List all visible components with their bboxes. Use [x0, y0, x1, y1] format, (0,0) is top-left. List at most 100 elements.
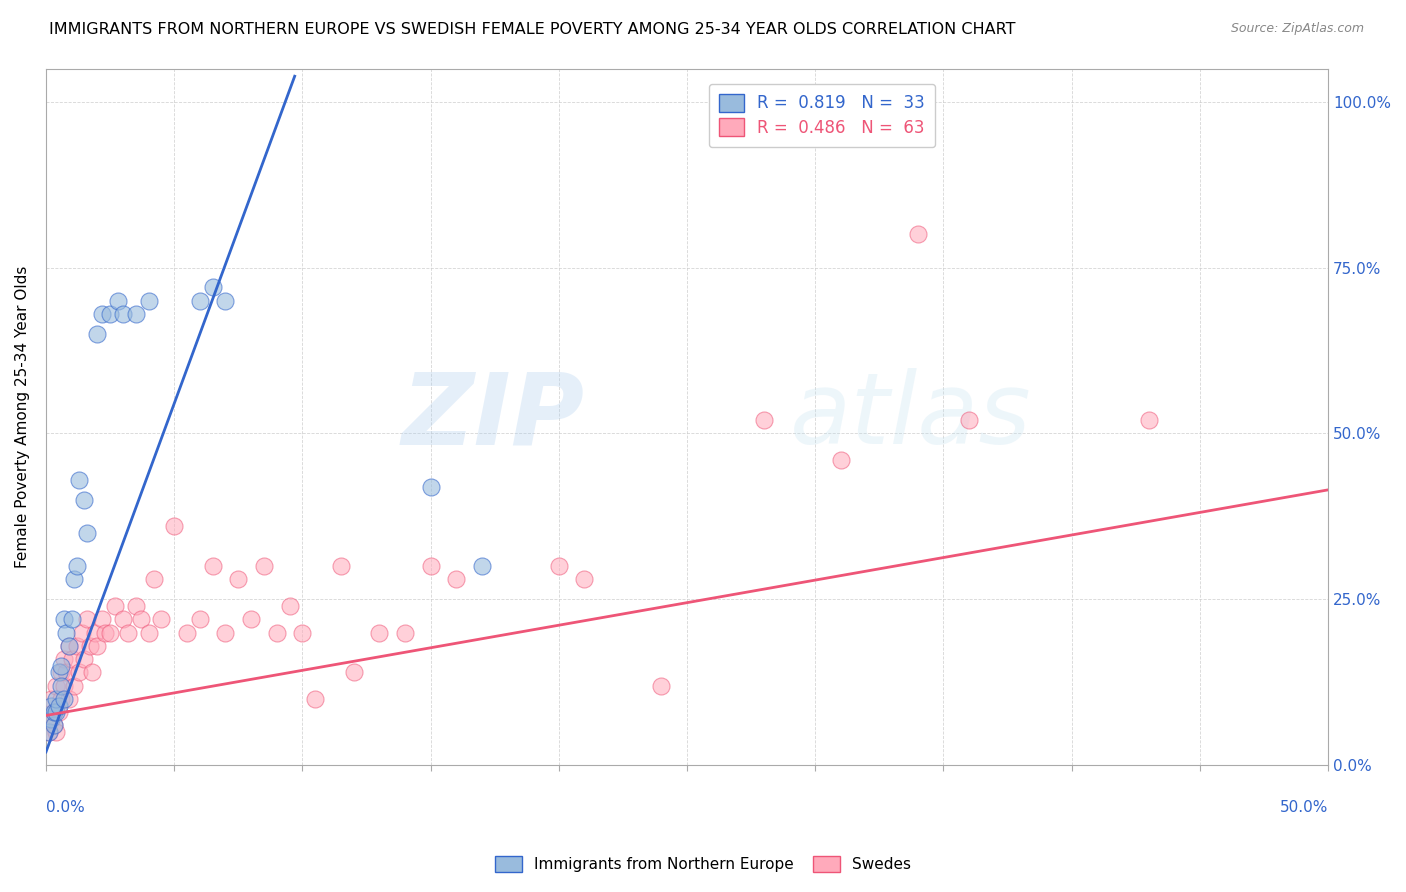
Text: atlas: atlas [790, 368, 1031, 466]
Point [39, 712, 62, 726]
Text: ZIP: ZIP [402, 368, 585, 466]
Point [76, 612, 98, 626]
Point [45, 691, 67, 706]
Point [52, 652, 75, 666]
Point [45, 725, 67, 739]
Point [51, 665, 73, 680]
Point [39, 698, 62, 713]
Point [42, 718, 65, 732]
Point [39, 712, 62, 726]
Point [304, 691, 326, 706]
Point [111, 307, 134, 321]
Point [42, 718, 65, 732]
Point [446, 573, 468, 587]
Point [547, 559, 569, 574]
Point [266, 625, 288, 640]
Point [66, 639, 89, 653]
Point [73, 652, 96, 666]
Point [214, 625, 236, 640]
Point [48, 665, 70, 680]
Point [752, 413, 775, 427]
Legend: Immigrants from Northern Europe, Swedes: Immigrants from Northern Europe, Swedes [486, 848, 920, 880]
Point [98, 625, 121, 640]
Y-axis label: Female Poverty Among 25-34 Year Olds: Female Poverty Among 25-34 Year Olds [15, 266, 30, 568]
Point [45, 679, 67, 693]
Point [329, 559, 352, 574]
Point [55, 665, 77, 680]
Point [63, 679, 86, 693]
Point [52, 691, 75, 706]
Point [830, 453, 852, 467]
Point [419, 559, 441, 574]
Point [291, 625, 314, 640]
Text: 0.0%: 0.0% [46, 800, 84, 815]
Point [67, 473, 90, 487]
Point [73, 492, 96, 507]
Text: IMMIGRANTS FROM NORTHERN EUROPE VS SWEDISH FEMALE POVERTY AMONG 25-34 YEAR OLDS : IMMIGRANTS FROM NORTHERN EUROPE VS SWEDI… [49, 22, 1015, 37]
Point [142, 573, 165, 587]
Point [60, 652, 83, 666]
Point [48, 698, 70, 713]
Point [1137, 413, 1160, 427]
Point [76, 526, 98, 541]
Point [66, 559, 89, 574]
Point [51, 679, 73, 693]
Point [214, 293, 236, 308]
Point [107, 293, 129, 308]
Point [394, 625, 416, 640]
Point [188, 612, 211, 626]
Point [86, 326, 108, 341]
Point [91, 307, 114, 321]
Point [58, 639, 80, 653]
Point [419, 479, 441, 493]
Point [82, 665, 104, 680]
Point [957, 413, 980, 427]
Legend: R =  0.819   N =  33, R =  0.486   N =  63: R = 0.819 N = 33, R = 0.486 N = 63 [709, 84, 935, 147]
Point [48, 705, 70, 719]
Point [42, 705, 65, 719]
Point [368, 625, 391, 640]
Point [104, 599, 127, 613]
Point [38, 725, 60, 739]
Point [70, 625, 93, 640]
Point [86, 639, 108, 653]
Point [51, 658, 73, 673]
Point [138, 625, 160, 640]
Point [253, 559, 276, 574]
Point [91, 612, 114, 626]
Point [188, 293, 211, 308]
Point [343, 665, 366, 680]
Point [52, 679, 75, 693]
Point [574, 573, 596, 587]
Point [471, 559, 494, 574]
Point [55, 625, 77, 640]
Point [63, 573, 86, 587]
Point [278, 599, 301, 613]
Text: 50.0%: 50.0% [1279, 800, 1329, 815]
Point [52, 612, 75, 626]
Point [163, 519, 186, 533]
Point [79, 639, 101, 653]
Point [111, 612, 134, 626]
Point [38, 725, 60, 739]
Point [98, 307, 121, 321]
Text: Source: ZipAtlas.com: Source: ZipAtlas.com [1230, 22, 1364, 36]
Point [67, 665, 90, 680]
Point [45, 705, 67, 719]
Point [129, 612, 152, 626]
Point [150, 612, 173, 626]
Point [58, 639, 80, 653]
Point [240, 612, 263, 626]
Point [650, 679, 672, 693]
Point [42, 705, 65, 719]
Point [201, 280, 224, 294]
Point [58, 691, 80, 706]
Point [60, 612, 83, 626]
Point [125, 307, 148, 321]
Point [83, 625, 105, 640]
Point [138, 293, 160, 308]
Point [907, 227, 929, 242]
Point [226, 573, 249, 587]
Point [125, 599, 148, 613]
Point [94, 625, 117, 640]
